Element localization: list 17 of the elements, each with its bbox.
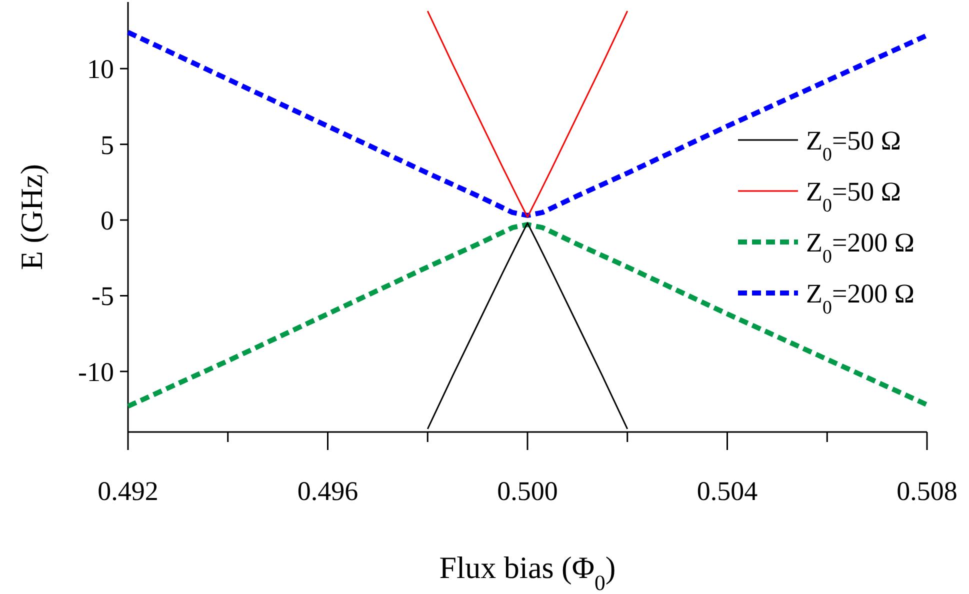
y-tick-label: -10 xyxy=(78,356,114,387)
y-tick-label: 0 xyxy=(100,205,114,236)
y-tick-label: 5 xyxy=(100,130,114,160)
y-tick-label: 10 xyxy=(87,54,114,84)
y-axis-title: E (GHz) xyxy=(14,164,49,270)
legend-label: Z$_{0}$=200 Ω xyxy=(806,227,914,267)
x-tick-label: 0.496 xyxy=(297,476,358,506)
x-tick-label: 0.500 xyxy=(497,476,558,506)
legend-label: Z$_{0}$=200 Ω xyxy=(806,278,914,318)
x-axis-title: Flux bias (Φ$_{0}$) xyxy=(439,550,616,594)
line-series xyxy=(426,10,628,218)
x-tick-label: 0.504 xyxy=(696,476,758,506)
x-tick-label: 0.492 xyxy=(98,476,158,506)
legend-label: Z$_{0}$=50 Ω xyxy=(806,176,901,216)
legend-label: Z$_{0}$=50 Ω xyxy=(806,125,901,165)
x-tick-label: 0.508 xyxy=(896,476,958,506)
y-tick-label: -5 xyxy=(92,281,114,312)
